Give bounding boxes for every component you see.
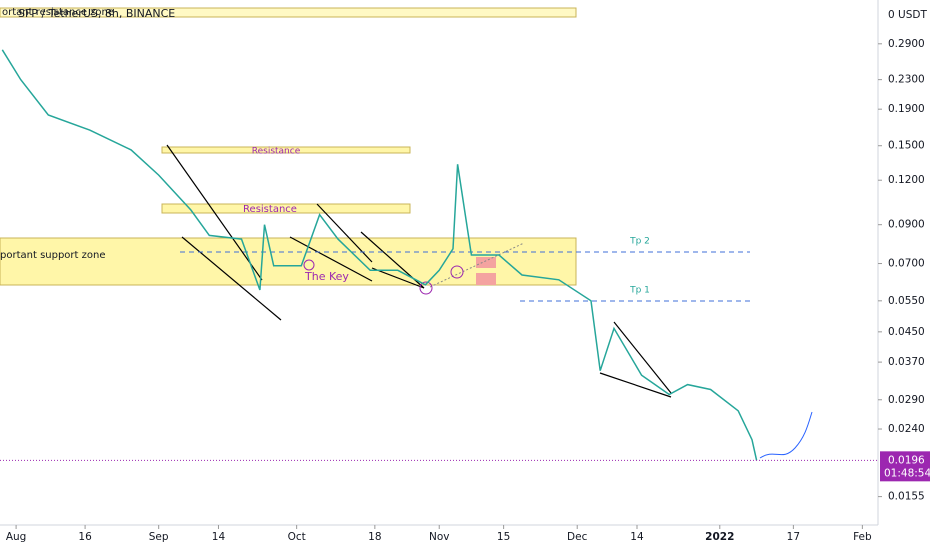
y-tick-label: 0.1900 — [888, 103, 925, 115]
countdown: 01:48:54 — [884, 467, 931, 479]
marker — [419, 281, 433, 295]
y-tick-label: 0.0290 — [888, 394, 925, 406]
marker — [450, 265, 464, 279]
box — [476, 257, 496, 268]
x-tick-label: Aug — [6, 531, 27, 543]
x-tick-label: 16 — [78, 531, 92, 543]
note: Tp 1 — [629, 286, 650, 296]
x-tick-label: 14 — [212, 531, 226, 543]
price-label-bg — [880, 451, 930, 482]
box — [476, 273, 496, 285]
y-tick-label: 0.0700 — [888, 258, 925, 270]
price-label: 0.0196 — [888, 454, 925, 466]
y-tick-label: 0.0240 — [888, 423, 925, 435]
x-tick-label: Feb — [853, 531, 872, 543]
axis-unit: 0 USDT — [888, 9, 927, 21]
note: Tp 2 — [629, 237, 650, 247]
zone-label: ortant resistance zone — [2, 7, 114, 18]
zone-label: portant support zone — [0, 250, 106, 261]
x-tick-label: 14 — [630, 531, 644, 543]
y-tick-label: 0.1200 — [888, 174, 925, 186]
x-tick-label: Sep — [149, 531, 169, 543]
trendline — [429, 242, 525, 288]
zone — [161, 146, 411, 154]
y-tick-label: 0.2300 — [888, 74, 925, 86]
y-tick-label: 0.2900 — [888, 38, 925, 50]
price-line — [1, 49, 758, 461]
note: The Key — [304, 270, 349, 283]
drawings: ortant resistance zone Resistance Resist… — [0, 7, 813, 459]
y-tick-label: 0.0550 — [888, 295, 925, 307]
y-tick-label: 0.0155 — [888, 491, 925, 503]
marker — [303, 259, 315, 271]
x-tick-label: 18 — [368, 531, 381, 543]
zone — [161, 203, 411, 214]
projection — [759, 411, 813, 459]
x-tick-label: Dec — [567, 531, 588, 543]
zone-label: Resistance — [252, 147, 301, 157]
y-tick-label: 0.0450 — [888, 326, 925, 338]
x-tick-label: 15 — [497, 531, 510, 543]
x-tick-label: 2022 — [705, 531, 734, 543]
x-tick-label: 17 — [787, 531, 800, 543]
chart-title: SFP / TetherUS, 8h, BINANCE — [18, 7, 175, 20]
zone — [0, 7, 577, 18]
y-tick-label: 0.0370 — [888, 356, 925, 368]
y-tick-label: 0.1500 — [888, 140, 925, 152]
y-tick-label: 0.0900 — [888, 219, 925, 231]
x-tick-label: Nov — [429, 531, 450, 543]
zone-label: Resistance — [243, 204, 297, 215]
x-tick-label: Oct — [288, 531, 306, 543]
